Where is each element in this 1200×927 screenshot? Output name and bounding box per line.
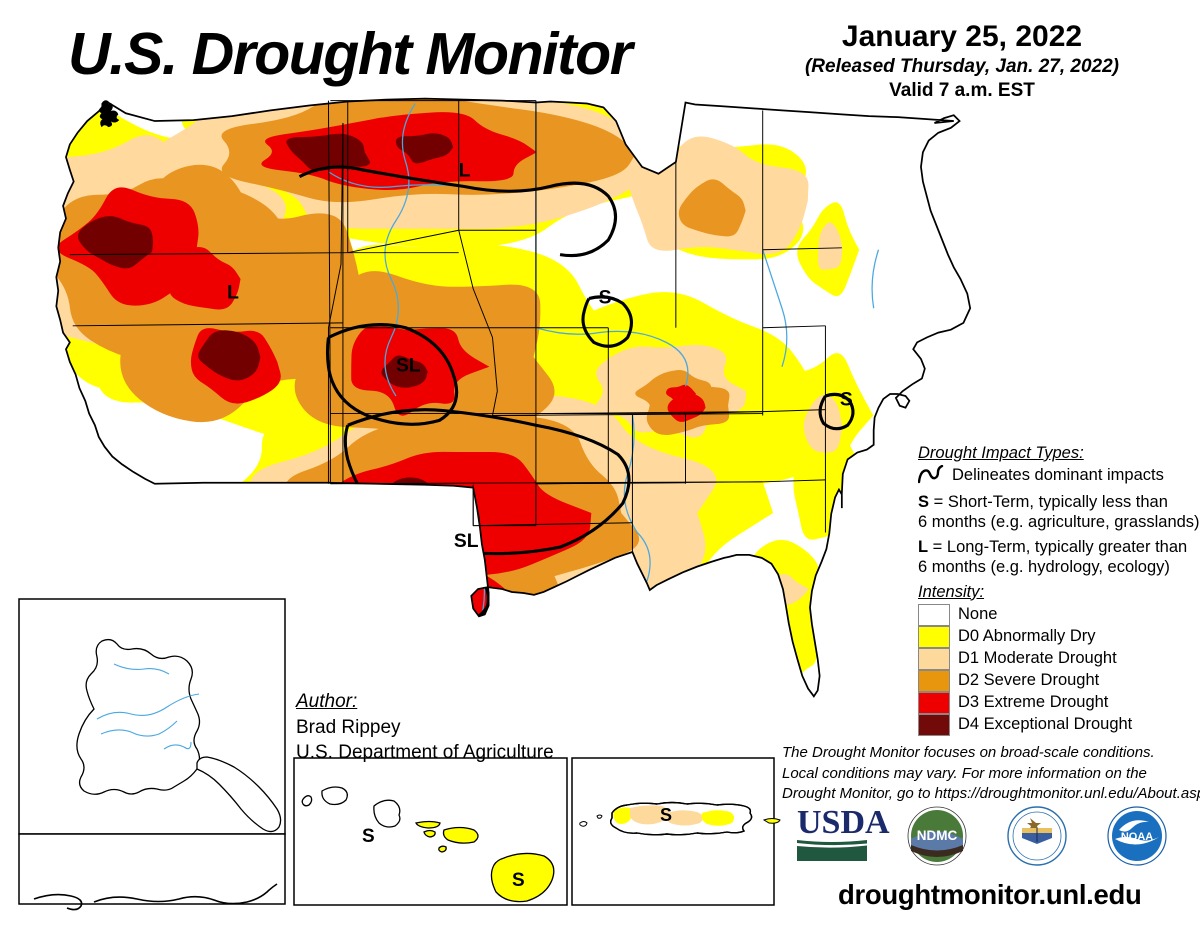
svg-text:SL: SL xyxy=(454,530,479,552)
svg-text:L: L xyxy=(227,281,239,303)
svg-text:S: S xyxy=(660,805,672,825)
svg-text:S: S xyxy=(362,826,375,847)
svg-text:SL: SL xyxy=(396,355,421,377)
svg-text:L: L xyxy=(459,160,471,182)
svg-text:S: S xyxy=(599,286,612,308)
svg-text:NOAA: NOAA xyxy=(1121,831,1153,843)
svg-text:S: S xyxy=(840,389,853,411)
svg-text:S: S xyxy=(512,870,525,891)
svg-text:NDMC: NDMC xyxy=(917,828,958,843)
svg-text:USDA: USDA xyxy=(797,805,890,841)
